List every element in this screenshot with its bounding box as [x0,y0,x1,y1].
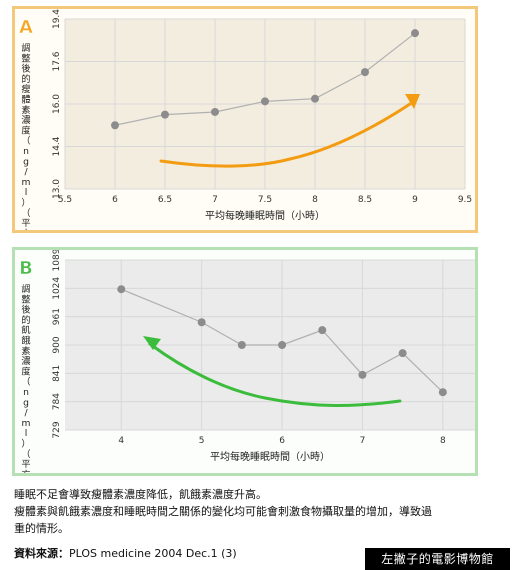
y-tick-label: 900 [52,336,62,353]
x-axis-label: 平均每晚睡眠時間（小時） [205,209,325,222]
trend-arrow-line [148,342,402,407]
y-axis-label: 調整後的飢餓素濃度（ng/ml）（平方根） [21,283,30,473]
data-point [278,341,287,349]
x-tick-label: 9.5 [458,195,472,205]
data-point [358,370,367,379]
trend-arrow-head [143,336,161,350]
x-tick-label: 7.5 [258,195,272,205]
x-tick-label: 6 [112,195,118,205]
y-tick-label: 729 [52,421,62,438]
data-point [318,326,327,335]
chart-panel-a: 13.0 14.4 16.0 17.6 19.4 5.5 6 6.5 7 7.5 8 8.5 9 9.5 平… [12,6,478,233]
x-tick-label: 7 [212,195,218,205]
data-point [361,68,369,77]
y-tick-label: 841 [52,365,62,382]
data-point [398,349,407,358]
y-tick-label: 1089 [52,250,62,271]
chart-panel-b: 729 784 841 900 961 1024 1089 4 5 6 7 8 平均每晚睡眠時間（小時）… [12,247,478,476]
caption-line-1: 睡眠不足會導致瘦體素濃度降低，飢餓素濃度升高。 [14,488,267,501]
y-axis-label: 調整後的瘦體素濃度（ng/ml）（平方根） [21,42,30,230]
panel-label: B [19,258,33,279]
y-tick-label: 17.6 [52,51,62,71]
chart-a-svg: 13.0 14.4 16.0 17.6 19.4 5.5 6 6.5 7 7.5 8 8.5 9 9.5 平… [19,9,472,230]
y-tick-label: 16.0 [52,94,62,114]
data-point [197,318,206,327]
data-point [111,121,119,130]
x-tick-label: 6 [279,436,285,446]
x-tick-label: 8 [312,195,318,205]
panel-label: A [19,17,33,38]
data-point [211,107,219,116]
x-tick-label: 8.5 [358,195,372,205]
data-point [237,341,246,349]
y-tick-label: 1024 [52,277,62,300]
source-text: PLOS medicine 2004 Dec.1 (3) [69,547,237,560]
trend-arrow-head [405,94,420,109]
x-tick-label: 5 [199,436,205,446]
series-line [121,288,444,393]
x-tick-label: 6.5 [158,195,172,205]
data-point [438,388,447,397]
caption-line-2: 瘦體素與飢餓素濃度和睡眠時間之關係的變化均可能會刺激食物攝取量的增加，導致過 [14,505,432,518]
y-tick-label: 14.4 [52,136,62,156]
caption-line-3: 重的情形。 [14,522,69,535]
source-label: 資料來源： [14,547,69,560]
data-point [261,97,269,106]
source-line: 資料來源：PLOS medicine 2004 Dec.1 (3) [14,545,237,561]
y-tick-label: 961 [52,308,62,325]
trend-arrow-line [159,100,415,168]
x-tick-label: 7 [360,436,366,446]
x-tick-label: 5.5 [58,195,72,205]
data-point [311,94,319,103]
x-tick-label: 8 [440,436,446,446]
y-tick-label: 13.0 [52,179,62,199]
x-axis-label: 平均每晚睡眠時間（小時） [210,450,330,463]
x-tick-label: 4 [118,436,124,446]
y-tick-label: 784 [52,393,62,410]
data-point [117,285,126,294]
y-tick-label: 19.4 [52,9,62,29]
watermark: 左撇子的電影博物館 [365,548,510,570]
data-point [411,29,419,38]
data-point [161,110,169,119]
x-tick-label: 9 [412,195,418,205]
chart-b-svg: 729 784 841 900 961 1024 1089 4 5 6 7 8 平均每晚睡眠時間（小時）… [19,250,475,473]
